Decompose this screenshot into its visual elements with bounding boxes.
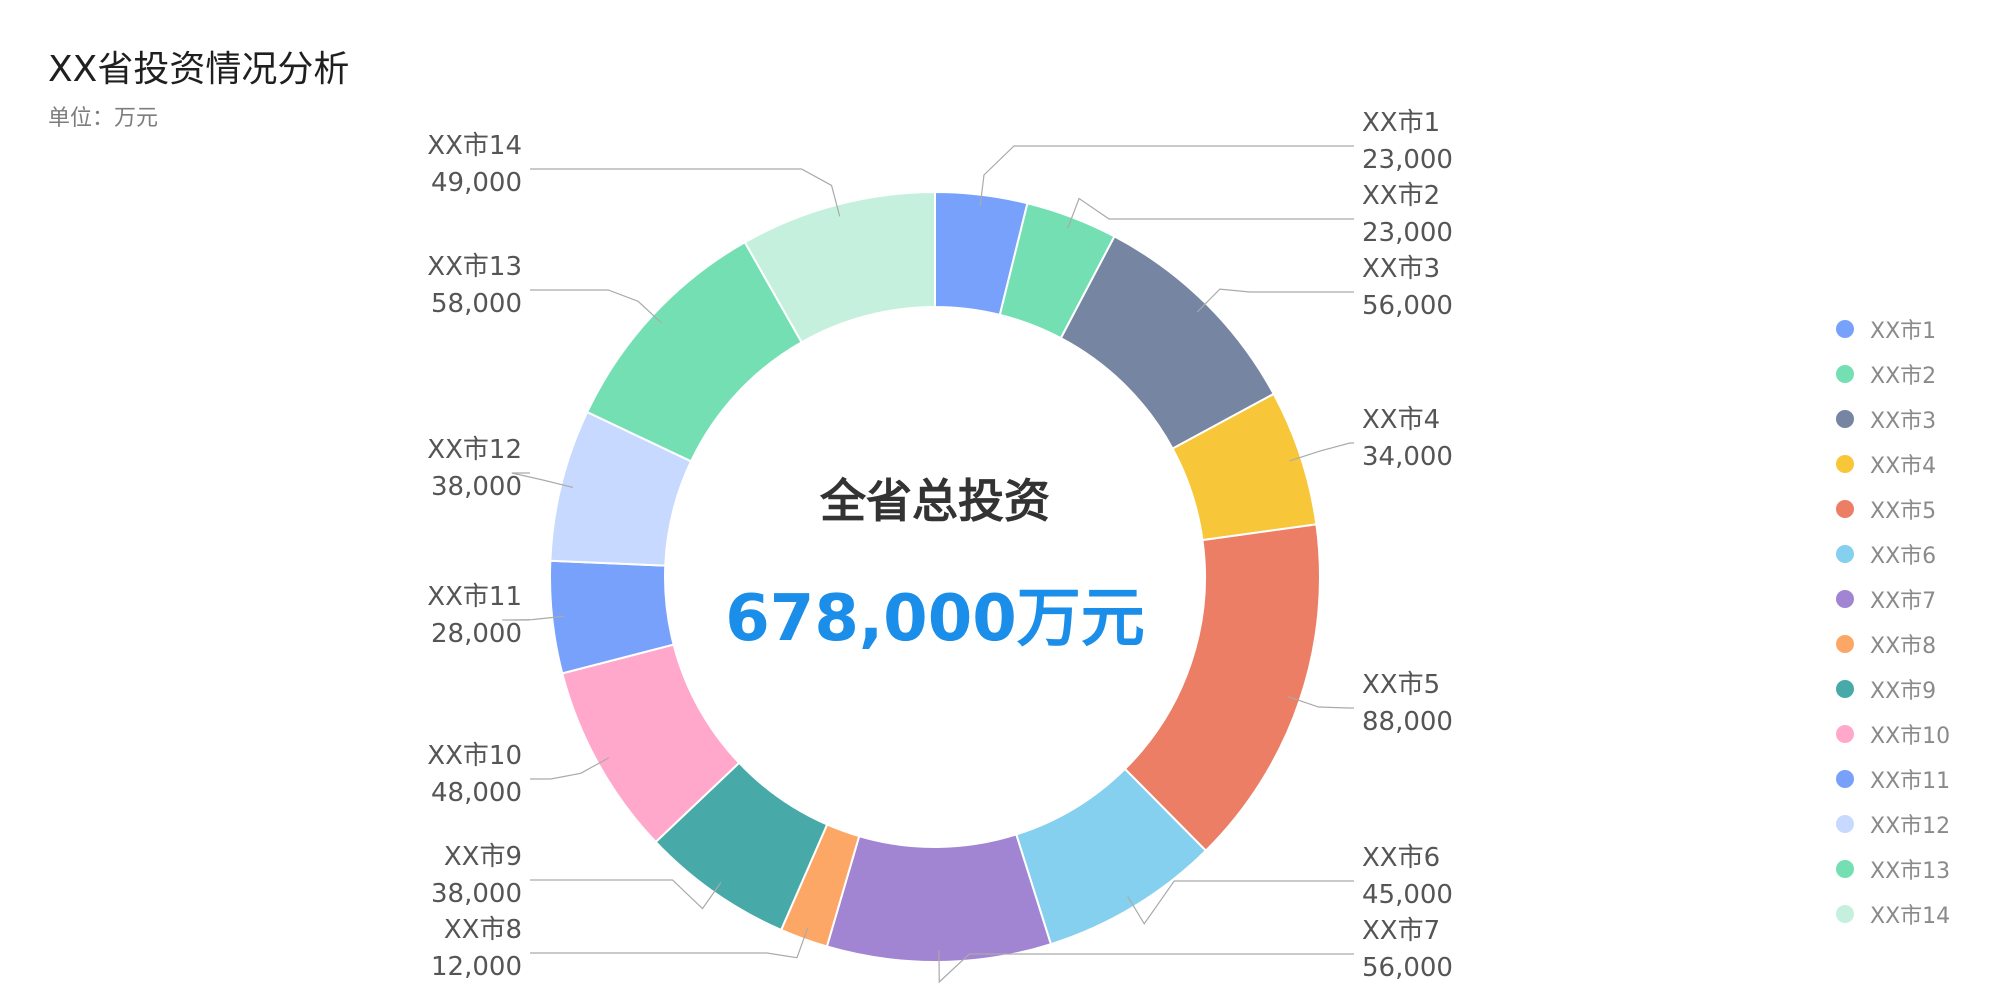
legend-item-5[interactable]: XX市5 (1836, 486, 1986, 531)
leader-line-14 (530, 168, 841, 217)
legend-dot-icon (1836, 724, 1854, 743)
legend-dot-icon (1836, 679, 1854, 698)
slice-value-label-9: 38,000 (431, 879, 522, 909)
legend-item-12[interactable]: XX市12 (1836, 801, 1986, 846)
legend-dot-icon (1836, 634, 1854, 653)
leader-line-6 (1127, 880, 1354, 925)
leader-line-3 (1196, 288, 1354, 313)
leader-line-9 (530, 879, 722, 910)
slice-value-label-12: 38,000 (431, 472, 522, 502)
slice-name-label-2: XX市2 (1362, 181, 1440, 211)
slice-value-label-14: 49,000 (431, 168, 522, 198)
slice-value-label-8: 12,000 (431, 952, 522, 982)
legend-item-10[interactable]: XX市10 (1836, 711, 1986, 756)
legend-label: XX市4 (1870, 453, 1937, 479)
legend-dot-icon (1836, 409, 1854, 428)
legend-dot-icon (1836, 589, 1854, 608)
leader-lines (502, 145, 1354, 984)
legend-item-1[interactable]: XX市1 (1836, 306, 1986, 351)
slice-name-label-1: XX市1 (1362, 108, 1440, 138)
legend-label: XX市9 (1870, 678, 1937, 704)
legend-label: XX市12 (1870, 813, 1951, 839)
legend-dot-icon (1836, 499, 1854, 518)
legend-item-6[interactable]: XX市6 (1836, 531, 1986, 576)
legend-item-7[interactable]: XX市7 (1836, 576, 1986, 621)
leader-line-11 (502, 615, 565, 621)
slice-value-label-11: 28,000 (431, 619, 522, 649)
legend-item-3[interactable]: XX市3 (1836, 396, 1986, 441)
slice-name-label-6: XX市6 (1362, 843, 1440, 873)
slice-labels: XX市1 23,000 XX市2 23,000 XX市3 56,000 XX市4 34,000… (427, 108, 1453, 983)
slice-value-label-4: 34,000 (1362, 442, 1453, 472)
slice-value-label-1: 23,000 (1362, 145, 1453, 175)
slice-7[interactable] (825, 833, 1053, 963)
slice-name-label-3: XX市3 (1362, 254, 1440, 284)
legend-item-11[interactable]: XX市11 (1836, 756, 1986, 801)
slice-name-label-8: XX市8 (444, 915, 522, 945)
slice-value-label-13: 58,000 (431, 289, 522, 319)
legend-label: XX市13 (1870, 858, 1951, 884)
legend-label: XX市8 (1870, 633, 1937, 659)
slice-name-label-13: XX市13 (427, 252, 522, 282)
slice-name-label-14: XX市14 (427, 131, 522, 161)
chart-title: XX省投资情况分析 (48, 49, 350, 90)
leader-line-1 (979, 145, 1354, 207)
slice-value-label-6: 45,000 (1362, 880, 1453, 910)
legend-dot-icon (1836, 544, 1854, 563)
chart-subtitle: 单位：万元 (48, 106, 159, 131)
leader-line-13 (530, 289, 663, 324)
legend-dot-icon (1836, 319, 1854, 338)
legend-dot-icon (1836, 814, 1854, 833)
slice-name-label-7: XX市7 (1362, 916, 1440, 946)
legend-dot-icon (1836, 769, 1854, 788)
slice-name-label-4: XX市4 (1362, 405, 1440, 435)
legend-dot-icon (1836, 859, 1854, 878)
leader-line-8 (530, 927, 809, 959)
slice-value-label-3: 56,000 (1362, 291, 1453, 321)
leader-line-10 (530, 757, 610, 780)
leader-line-4 (1289, 442, 1354, 462)
leader-line-2 (1067, 197, 1354, 229)
legend-label: XX市2 (1870, 363, 1937, 389)
slice-value-label-7: 56,000 (1362, 953, 1453, 983)
legend-dot-icon (1836, 454, 1854, 473)
slice-value-label-10: 48,000 (431, 778, 522, 808)
legend-label: XX市7 (1870, 588, 1937, 614)
donut-slices (549, 190, 1321, 963)
legend-item-8[interactable]: XX市8 (1836, 621, 1986, 666)
legend-label: XX市10 (1870, 723, 1951, 749)
leader-line-7 (938, 949, 1354, 984)
legend-label: XX市3 (1870, 408, 1937, 434)
legend-label: XX市6 (1870, 543, 1937, 569)
slice-name-label-11: XX市11 (427, 582, 522, 612)
legend-dot-icon (1836, 364, 1854, 383)
legend-label: XX市1 (1870, 318, 1937, 344)
slice-name-label-5: XX市5 (1362, 670, 1440, 700)
slice-name-label-12: XX市12 (427, 435, 522, 465)
slice-name-label-9: XX市9 (444, 842, 522, 872)
legend-label: XX市5 (1870, 498, 1937, 524)
slice-name-label-10: XX市10 (427, 741, 522, 771)
leader-line-12 (511, 472, 574, 489)
leader-line-5 (1288, 696, 1354, 709)
legend-label: XX市11 (1870, 768, 1951, 794)
legend-dot-icon (1836, 904, 1854, 923)
slice-value-label-2: 23,000 (1362, 218, 1453, 248)
legend-item-4[interactable]: XX市4 (1836, 441, 1986, 486)
slice-14[interactable] (743, 190, 936, 344)
slice-value-label-5: 88,000 (1362, 707, 1453, 737)
center-total-value: 678,000万元 (725, 582, 1145, 656)
legend-item-14[interactable]: XX市14 (1836, 891, 1986, 936)
legend-item-2[interactable]: XX市2 (1836, 351, 1986, 396)
center-label: 全省总投资 (819, 474, 1050, 528)
legend-item-9[interactable]: XX市9 (1836, 666, 1986, 711)
legend: XX市1 XX市2 XX市3 XX市4 XX市5 XX市6 XX市7 XX市8 XX市9 XX市1… (1836, 306, 1986, 936)
legend-label: XX市14 (1870, 903, 1951, 929)
legend-item-13[interactable]: XX市13 (1836, 846, 1986, 891)
